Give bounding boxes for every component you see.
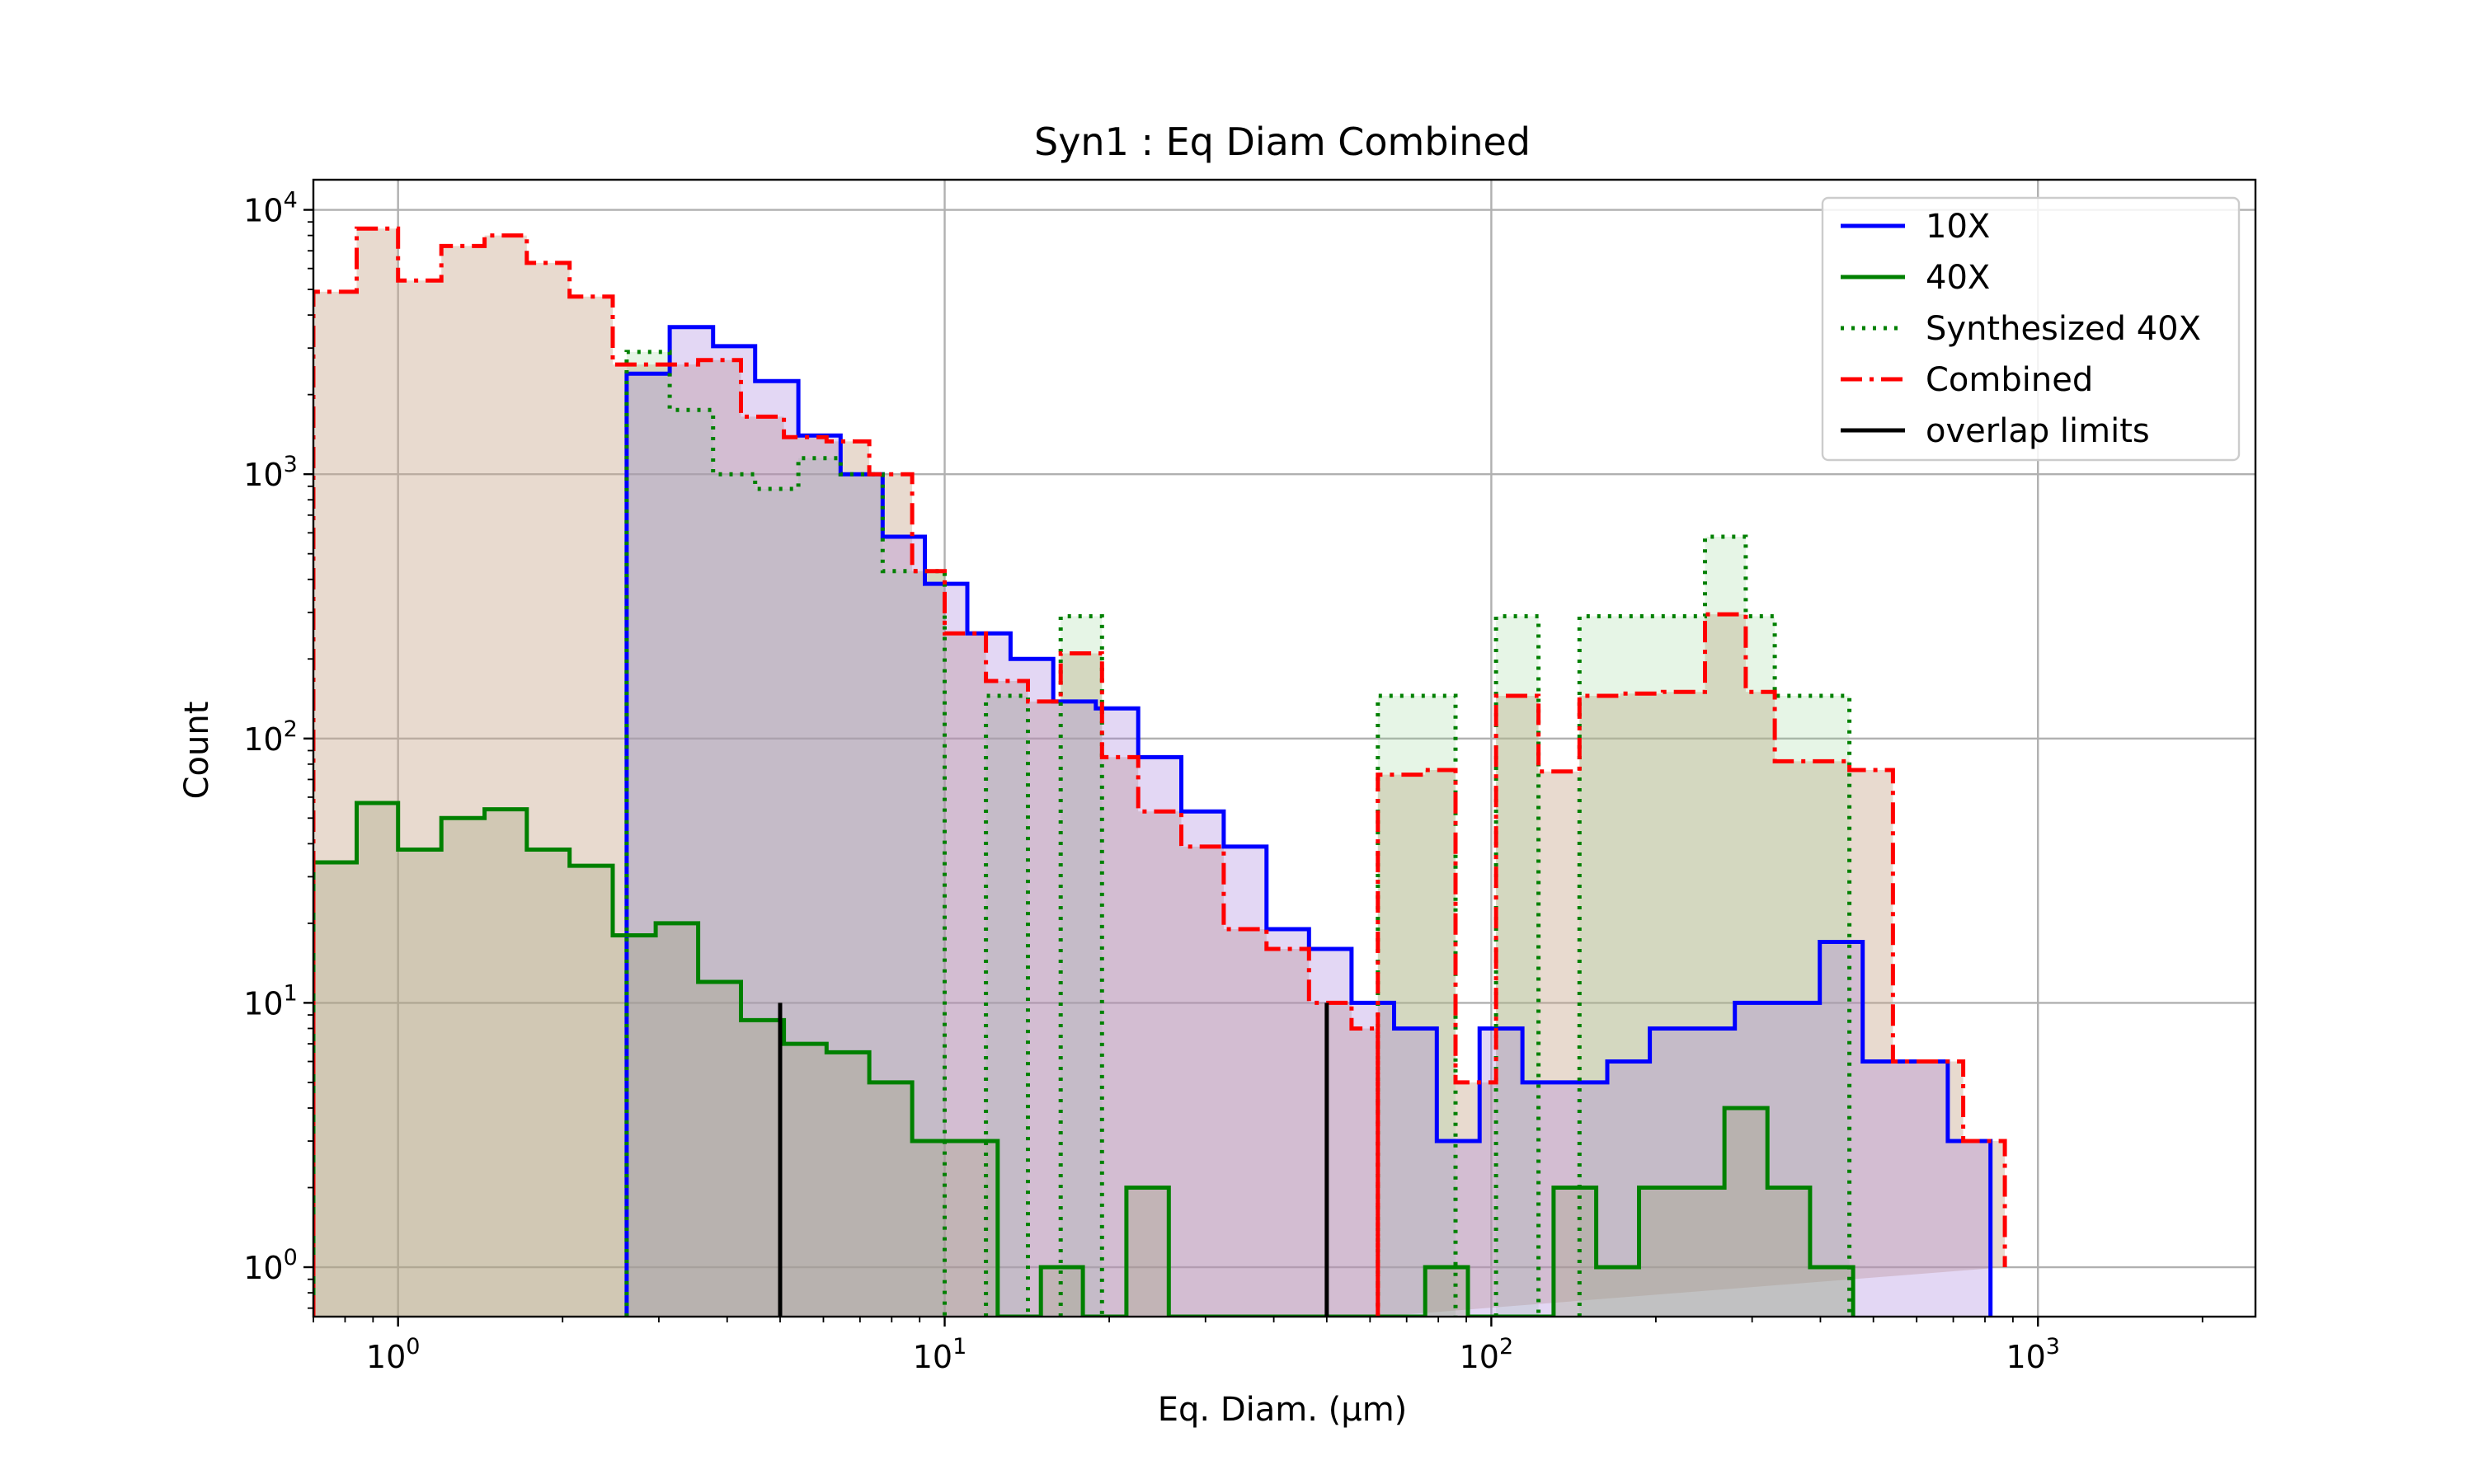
y-tick-label: 103	[243, 452, 298, 493]
y-tick-exp: 1	[284, 980, 298, 1006]
y-tick-base: 10	[243, 193, 283, 229]
synthesized-40x-fill	[1579, 537, 1850, 1317]
synthesized-40x-fill	[1377, 696, 1456, 1317]
chart-title: Syn1 : Eq Diam Combined	[1034, 120, 1531, 164]
legend-label: Combined	[1926, 361, 2093, 399]
x-tick-label: 102	[1460, 1334, 1514, 1375]
40x-fill	[313, 803, 1854, 1317]
x-tick-exp: 2	[1499, 1334, 1513, 1360]
y-tick-base: 10	[243, 985, 283, 1021]
y-tick-exp: 4	[284, 188, 298, 214]
x-tick-exp: 3	[2046, 1334, 2060, 1360]
x-tick-base: 10	[366, 1339, 406, 1375]
x-tick-exp: 0	[406, 1334, 420, 1360]
synthesized-40x-fill	[626, 351, 945, 1317]
synthesized-40x-line	[1058, 614, 1104, 1317]
legend-label: overlap limits	[1926, 412, 2150, 450]
combined-fill	[1377, 614, 2006, 1317]
10x-fill	[626, 326, 1991, 1317]
x-tick-label: 103	[2006, 1334, 2060, 1375]
x-tick-label: 101	[913, 1334, 967, 1375]
y-tick-base: 10	[243, 721, 283, 758]
y-tick-label: 102	[243, 716, 298, 758]
x-tick-base: 10	[1460, 1339, 1499, 1375]
legend-label: 40X	[1926, 259, 1990, 297]
combined-line	[1376, 612, 2007, 1317]
combined-fill	[313, 228, 1378, 1317]
y-tick-exp: 3	[284, 452, 298, 477]
y-tick-label: 104	[243, 188, 298, 229]
plot-inner	[313, 180, 2255, 1317]
y-tick-label: 100	[243, 1245, 298, 1286]
y-tick-exp: 0	[284, 1245, 298, 1270]
10x-fill-tint	[626, 326, 1991, 1317]
synthesized-40x-fill	[1061, 616, 1103, 1317]
synthesized-40x-fill	[1496, 616, 1539, 1317]
x-tick-base: 10	[2006, 1339, 2045, 1375]
legend-label: 10X	[1926, 208, 1990, 246]
x-tick-label: 100	[366, 1334, 421, 1375]
legend-box	[1821, 196, 2241, 462]
combined-line	[313, 226, 1380, 1317]
y-tick-exp: 2	[284, 716, 298, 742]
x-tick-exp: 1	[952, 1334, 967, 1360]
legend-label: Synthesized 40X	[1926, 310, 2201, 348]
x-tick-base: 10	[913, 1339, 952, 1375]
y-tick-base: 10	[243, 457, 283, 493]
x-axis-label: Eq. Diam. (μm)	[1158, 1391, 1408, 1429]
plot-frame	[312, 178, 2257, 1318]
y-tick-label: 101	[243, 980, 298, 1021]
y-axis-label: Count	[178, 702, 216, 800]
10x-line	[624, 325, 1993, 1317]
40x-line	[313, 801, 1856, 1317]
legend: 10X 40X Synthesized 40X Combined overlap lim…	[1821, 196, 2241, 462]
y-tick-base: 10	[243, 1250, 283, 1286]
